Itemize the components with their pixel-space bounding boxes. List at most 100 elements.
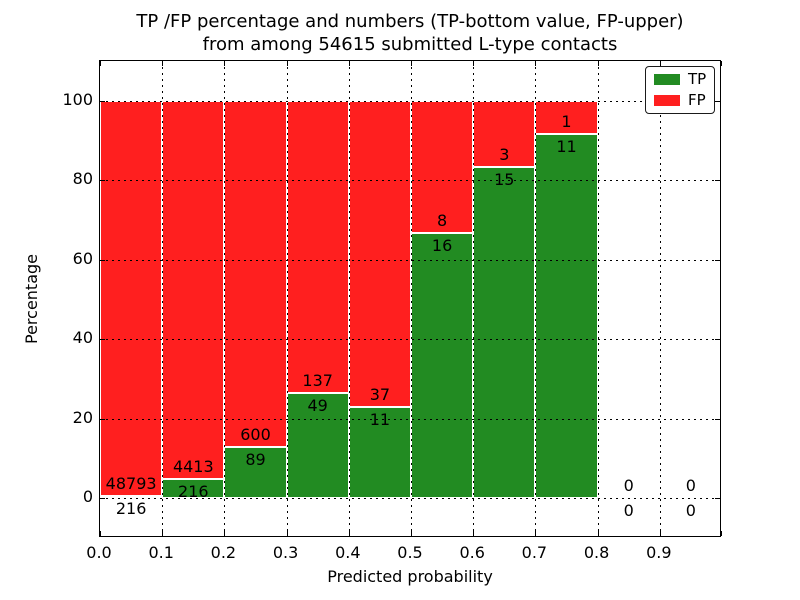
tp-count-label: 89 xyxy=(245,449,266,469)
chart-title-line1: TP /FP percentage and numbers (TP-bottom… xyxy=(136,11,684,32)
vertical-gridline xyxy=(162,61,164,536)
vertical-gridline xyxy=(473,61,475,536)
x-tick-label: 0.4 xyxy=(335,543,361,562)
x-tick-mark xyxy=(535,531,537,536)
legend-entry-tp: TP xyxy=(654,70,707,88)
x-tick-mark xyxy=(224,531,226,536)
fp-count-label: 8 xyxy=(437,211,448,231)
vertical-gridline xyxy=(659,61,661,536)
x-tick-mark xyxy=(162,531,164,536)
y-tick-mark xyxy=(100,259,105,261)
tp-count-label: 11 xyxy=(556,136,577,156)
x-tick-mark xyxy=(286,61,288,66)
legend-label-fp: FP xyxy=(688,91,706,109)
x-tick-mark xyxy=(348,531,350,536)
fp-count-label: 37 xyxy=(369,384,391,404)
vertical-gridline xyxy=(224,61,226,536)
x-tick-mark xyxy=(348,61,350,66)
legend: TP FP xyxy=(645,66,715,114)
x-tick-mark xyxy=(100,531,101,536)
tp-count-label: 216 xyxy=(178,482,209,502)
tp-count-label: 11 xyxy=(369,409,391,429)
x-tick-label: 0.1 xyxy=(148,543,174,562)
x-tick-mark xyxy=(100,61,101,66)
tp-bar-segment xyxy=(535,133,598,498)
tp-count-label: 216 xyxy=(115,499,147,519)
vertical-gridline xyxy=(286,61,288,536)
x-tick-label: 0.3 xyxy=(272,543,299,562)
fp-count-label: 0 xyxy=(685,476,696,495)
x-tick-mark xyxy=(224,61,226,66)
y-tick-mark xyxy=(100,339,105,341)
x-tick-label: 0.9 xyxy=(646,543,672,562)
tp-count-label: 15 xyxy=(494,170,515,189)
vertical-gridline xyxy=(411,61,412,536)
y-tick-label: 100 xyxy=(62,89,93,109)
x-tick-mark xyxy=(286,531,288,536)
vertical-gridline xyxy=(348,61,350,536)
horizontal-gridline xyxy=(100,100,720,102)
chart-title: TP /FP percentage and numbers (TP-bottom… xyxy=(99,10,721,56)
x-tick-mark xyxy=(473,531,475,536)
horizontal-gridline xyxy=(100,339,720,341)
fp-count-label: 1 xyxy=(561,111,572,131)
y-tick-mark xyxy=(715,418,720,420)
x-tick-mark xyxy=(659,531,661,536)
x-tick-mark xyxy=(473,61,475,66)
legend-entry-fp: FP xyxy=(654,91,706,109)
tp-count-label: 0 xyxy=(623,501,634,520)
x-tick-label: 0.6 xyxy=(459,543,485,562)
tp-bar-segment xyxy=(100,496,163,499)
x-tick-label: 0.2 xyxy=(210,543,237,562)
y-tick-mark xyxy=(715,498,720,499)
y-tick-mark xyxy=(715,339,720,341)
horizontal-gridline xyxy=(100,498,720,499)
y-tick-mark xyxy=(715,259,720,261)
vertical-gridline xyxy=(535,61,537,536)
tp-count-label: 49 xyxy=(307,396,328,416)
tp-color-swatch xyxy=(654,74,680,85)
fp-bar-segment xyxy=(224,100,287,447)
plot-area: 48793 216 4413 216 600 89 137 49 37 11 8 16 3 15 1 11 0 0… xyxy=(99,60,722,537)
y-tick-mark xyxy=(100,498,105,499)
tp-bar-segment xyxy=(224,446,287,498)
fp-count-label: 137 xyxy=(302,371,333,391)
y-tick-label: 60 xyxy=(72,248,93,268)
fp-bar-segment xyxy=(286,100,349,394)
legend-label-tp: TP xyxy=(688,70,707,88)
x-tick-mark xyxy=(721,61,722,66)
tp-count-label: 16 xyxy=(431,236,453,256)
x-tick-label: 0.8 xyxy=(583,543,610,562)
horizontal-gridline xyxy=(100,418,720,420)
x-tick-mark xyxy=(535,61,537,66)
x-tick-mark xyxy=(721,531,722,536)
fp-count-label: 600 xyxy=(240,424,271,444)
x-tick-label: 0.5 xyxy=(397,543,423,562)
fp-count-label: 48793 xyxy=(105,474,157,494)
x-tick-mark xyxy=(162,61,164,66)
y-tick-label: 20 xyxy=(72,407,93,427)
horizontal-gridline xyxy=(100,180,720,182)
x-tick-mark xyxy=(597,531,599,536)
vertical-gridline xyxy=(597,61,599,536)
fp-count-label: 3 xyxy=(499,145,510,164)
y-tick-mark xyxy=(715,100,720,102)
tp-count-label: 0 xyxy=(685,501,696,520)
tp-bar-segment xyxy=(286,393,349,498)
horizontal-gridline xyxy=(100,259,720,261)
x-tick-mark xyxy=(411,531,412,536)
y-tick-mark xyxy=(715,180,720,182)
chart-title-line2: from among 54615 submitted L-type contac… xyxy=(202,34,618,55)
y-tick-label: 80 xyxy=(72,169,93,189)
x-tick-mark xyxy=(411,61,412,66)
tp-bar-segment xyxy=(411,233,474,498)
x-tick-mark xyxy=(597,61,599,66)
x-tick-label: 0.7 xyxy=(521,543,548,562)
fp-count-label: 0 xyxy=(623,476,634,495)
x-tick-label: 0.0 xyxy=(86,543,112,562)
x-tick-mark xyxy=(659,61,661,66)
fp-count-label: 4413 xyxy=(172,457,214,477)
tp-bar-segment xyxy=(473,167,536,498)
y-tick-mark xyxy=(100,100,105,102)
